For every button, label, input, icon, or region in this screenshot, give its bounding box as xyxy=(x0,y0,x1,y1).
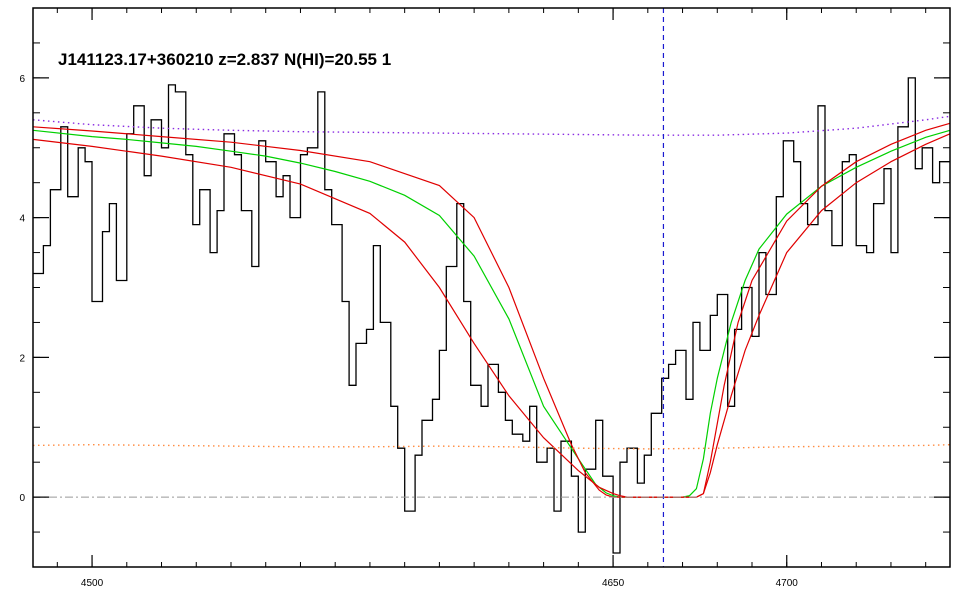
axes-layer: 4500 4650 4700 0 2 4 6 xyxy=(19,7,951,589)
y-tick-label: 2 xyxy=(19,353,25,364)
series-flux-0 xyxy=(33,77,950,554)
y-tick-label: 6 xyxy=(19,74,25,85)
x-tick-label: 4700 xyxy=(776,578,799,589)
reference-lines xyxy=(33,8,950,567)
series-error-5 xyxy=(32,443,951,450)
x-tick-label: 4500 xyxy=(81,578,104,589)
chart-title: J141123.17+360210 z=2.837 N(HI)=20.55 1 xyxy=(58,50,391,69)
series-fit_bounds-3 xyxy=(32,133,951,498)
y-tick-label: 4 xyxy=(19,214,25,225)
y-tick-label: 0 xyxy=(19,493,25,504)
x-tick-label: 4650 xyxy=(602,578,625,589)
series-continuum-4 xyxy=(32,115,951,136)
